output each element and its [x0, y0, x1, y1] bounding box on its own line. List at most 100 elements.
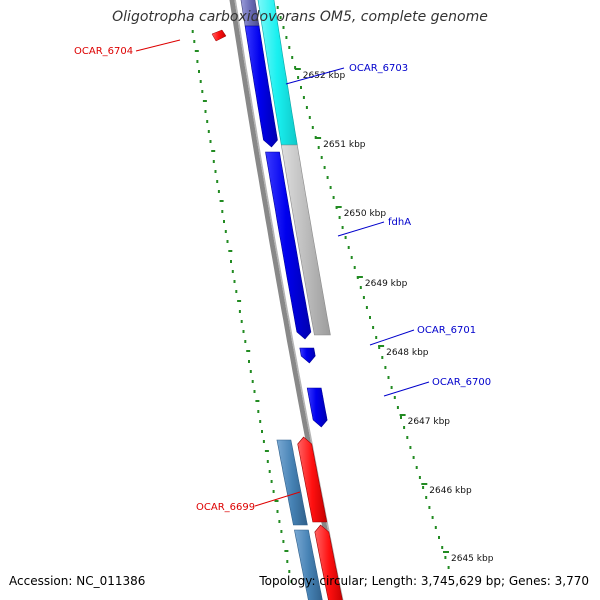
scale-dot-inner [231, 270, 234, 273]
scale-dot-inner [193, 40, 196, 43]
scale-dot [415, 466, 418, 469]
scale-dot [438, 536, 440, 539]
scale-dot [412, 456, 415, 459]
gene-bar-ocar-6699 [297, 436, 328, 523]
scale-dot [297, 76, 300, 79]
scale-dot [288, 46, 291, 49]
scale-dot-inner [216, 180, 219, 183]
genome-title: Oligotropha carboxidovorans OM5, complet… [112, 9, 488, 25]
scale-dot [372, 326, 375, 329]
scale-dot [384, 366, 387, 369]
scale-dot [428, 506, 431, 509]
feature-leader-line [369, 329, 415, 346]
scale-dot-inner [235, 290, 238, 293]
scale-dot [329, 186, 332, 189]
scale-dot-inner [249, 370, 252, 373]
scale-dot-inner [214, 170, 217, 173]
gene-bar-ocar-6704 [211, 29, 227, 42]
scale-tick-label: 2645 kbp [451, 554, 494, 564]
feature-leader-line [285, 67, 345, 85]
scale-dot-inner [253, 390, 256, 393]
scale-dot-inner [228, 250, 233, 252]
scale-dot-inner [282, 540, 285, 543]
scale-dot [409, 446, 412, 449]
gene-bar-fdha-reverse [280, 144, 331, 336]
scale-dot [323, 166, 326, 169]
genome-backbone [229, 0, 342, 600]
scale-dot-inner [268, 470, 271, 473]
scale-dot-inner [226, 240, 229, 243]
scale-dot-inner [194, 50, 199, 52]
scale-dot [276, 6, 279, 9]
scale-dot-inner [284, 550, 289, 552]
scale-dot-inner [207, 130, 210, 133]
scale-dot [378, 346, 381, 349]
scale-tick-label: 2646 kbp [429, 486, 472, 496]
scale-dot [302, 96, 305, 99]
scale-dot-inner [272, 490, 275, 493]
scale-dot [369, 316, 371, 319]
scale-dot [305, 106, 308, 109]
scale-dot [422, 486, 425, 489]
scale-dot-inner [206, 120, 209, 123]
scale-dot [347, 246, 350, 249]
feature-label-fdha: fdhA [388, 217, 411, 228]
scale-tick-mark [335, 206, 342, 208]
scale-dot-inner [242, 330, 245, 333]
scale-dot-inner [257, 410, 260, 413]
gene-bar-fdha-forward [265, 151, 312, 340]
scale-dot [353, 266, 356, 269]
scale-dot [431, 516, 434, 519]
scale-dot [425, 496, 428, 499]
scale-dot-inner [270, 480, 273, 483]
scale-dot-inner [219, 200, 224, 202]
scale-dot-inner [196, 60, 199, 63]
scale-dot-inner [266, 460, 269, 463]
scale-dot-inner [248, 360, 250, 363]
scale-dot [332, 196, 335, 199]
gene-bar-ocar-6700 [306, 387, 328, 428]
scale-dot [308, 116, 311, 119]
scale-dot-inner [191, 30, 194, 33]
scale-dot-inner [280, 530, 283, 533]
scale-dot-inner [246, 350, 251, 352]
feature-label-ocar-6700: OCAR_6700 [432, 377, 491, 388]
scale-tick-mark [421, 483, 428, 485]
scale-dot [390, 386, 393, 389]
scale-dot [350, 256, 353, 259]
scale-dot [291, 56, 294, 59]
scale-dot [359, 286, 362, 289]
scale-dot-inner [262, 440, 265, 443]
feature-leader-line [337, 221, 385, 237]
scale-dot [393, 396, 396, 399]
scale-dot [341, 226, 344, 229]
scale-dot-inner [217, 190, 220, 193]
scale-dot [447, 566, 450, 569]
scale-dot-inner [290, 580, 293, 583]
scale-dot-inner [204, 110, 207, 113]
scale-dot [434, 526, 437, 529]
feature-label-ocar-6704: OCAR_6704 [74, 46, 133, 57]
scale-dot-inner [223, 220, 225, 223]
scale-dot [282, 26, 285, 29]
scale-dot-inner [199, 80, 202, 83]
scale-dot-inner [198, 70, 200, 73]
scale-dot-inner [244, 340, 247, 343]
scale-tick-mark [399, 414, 406, 416]
scale-dot [326, 176, 329, 179]
feature-leader-line [254, 491, 301, 507]
genome-backbone-edge [234, 0, 344, 600]
feature-label-ocar-6703: OCAR_6703 [349, 63, 408, 74]
gene-bar-ocar-6701 [299, 347, 316, 364]
scale-dot [320, 156, 323, 159]
scale-dot [441, 546, 444, 549]
scale-tick-label: 2648 kbp [386, 348, 429, 358]
scale-dot-inner [286, 560, 289, 563]
scale-tick-label: 2647 kbp [408, 417, 451, 427]
scale-dot [444, 556, 447, 559]
scale-dot-inner [233, 280, 236, 283]
feature-label-ocar-6701: OCAR_6701 [417, 325, 476, 336]
gene-bar-ocar-6703-forward [244, 25, 278, 148]
